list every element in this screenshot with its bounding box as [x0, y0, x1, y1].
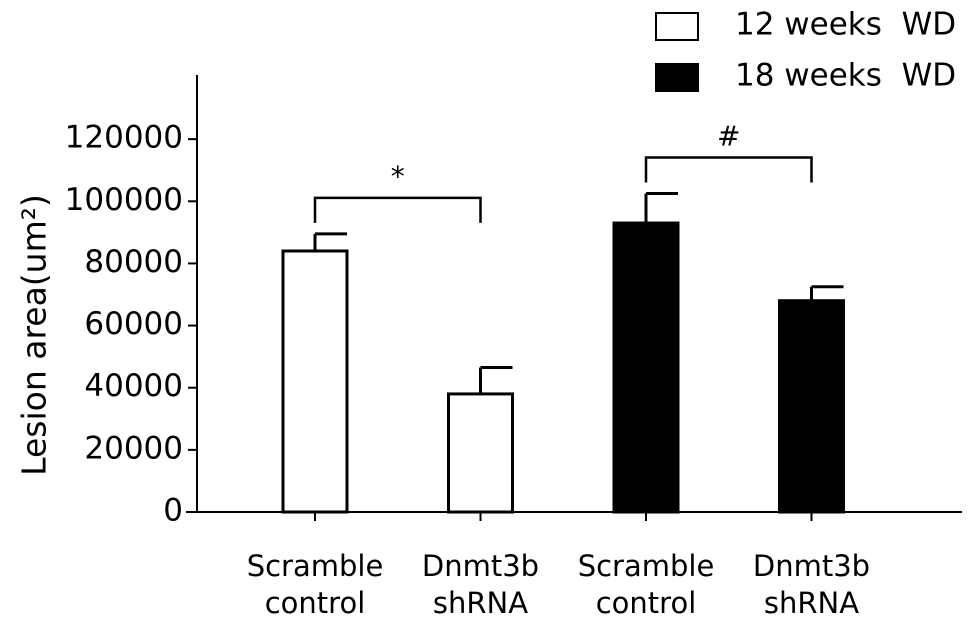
bar: [778, 299, 845, 514]
y-tick-label: 20000: [84, 430, 183, 466]
y-tick-label: 120000: [65, 120, 183, 156]
legend-swatch: [655, 12, 699, 41]
x-tick-label: Scramble control: [577, 549, 715, 620]
y-axis-label: Lesion area(um²): [15, 194, 54, 476]
y-tick-label: 80000: [84, 244, 183, 280]
significance-label: #: [717, 120, 740, 153]
bar: [281, 249, 349, 514]
x-tick-label: Scramble control: [246, 549, 384, 620]
x-tick-label: Dnmt3b shRNA: [752, 549, 871, 620]
legend-swatch: [655, 63, 699, 92]
y-tick-label: 100000: [65, 182, 183, 218]
y-tick-label: 60000: [84, 306, 183, 342]
significance-label: *: [391, 160, 405, 193]
bar: [612, 221, 680, 514]
significance-bracket: [313, 196, 482, 223]
legend-label: 18 weeks WD: [735, 58, 956, 94]
significance-bracket: [644, 156, 813, 183]
y-tick-label: 40000: [84, 368, 183, 404]
x-tick-label: Dnmt3b shRNA: [421, 549, 540, 620]
legend-label: 12 weeks WD: [735, 7, 956, 43]
bar: [447, 392, 514, 514]
y-tick-label: 0: [163, 493, 183, 529]
